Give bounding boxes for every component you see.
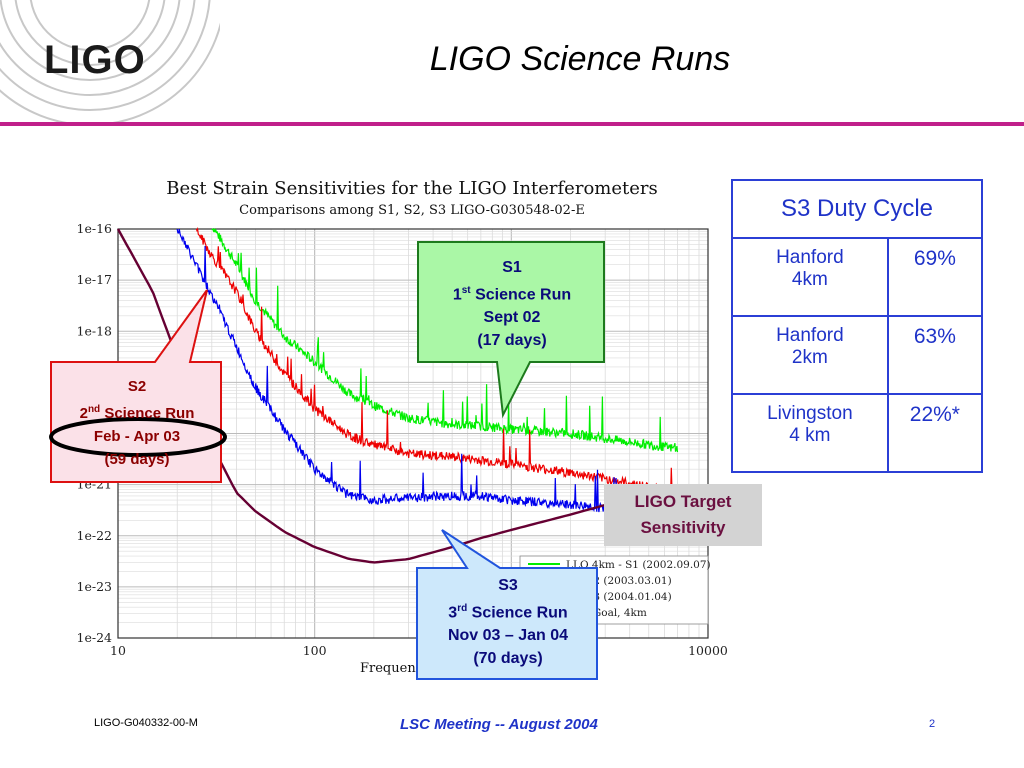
- s2-callout-text: S2 2nd Science Run Feb - Apr 03 (59 days…: [52, 375, 222, 471]
- duty-percent-cell: 69%: [886, 237, 984, 317]
- s1-run-label: S1: [502, 259, 522, 276]
- x-tick-label: 100: [303, 643, 327, 658]
- s1-run-duration: (17 days): [477, 332, 547, 350]
- site-cell: Hanford 2km: [731, 315, 889, 395]
- s2-run-duration: (59 days): [104, 451, 170, 468]
- y-tick-label: 1e-22: [77, 528, 112, 543]
- duty-percent-cell: 63%: [886, 315, 984, 395]
- duty-percent-cell: 22%*: [886, 393, 984, 473]
- legend-label: LLO 4km - S1 (2002.09.07): [566, 559, 711, 571]
- y-tick-label: 1e-18: [77, 323, 113, 338]
- y-tick-label: 1e-16: [77, 221, 113, 236]
- s3-run-duration: (70 days): [473, 650, 543, 668]
- chart-subtitle: Comparisons among S1, S2, S3 LIGO-G03054…: [239, 203, 585, 218]
- s3-callout-text: S3 3rd Science Run Nov 03 – Jan 04 (70 d…: [420, 574, 596, 670]
- x-tick-label: 10000: [688, 643, 728, 658]
- s1-run-name: 1st Science Run: [452, 285, 572, 304]
- footer-page-number: 2: [929, 718, 936, 730]
- target-label-line2: Sensitivity: [640, 518, 726, 537]
- x-axis-label: Frequency: [360, 661, 431, 676]
- title-divider: [0, 122, 1024, 126]
- table-row: Hanford 2km 63%: [731, 315, 984, 395]
- s3-run-label: S3: [498, 577, 518, 594]
- site-cell: Hanford 4km: [731, 237, 889, 317]
- table-row: Hanford 4km 69%: [731, 237, 984, 317]
- s2-highlight-ellipse: [49, 417, 227, 457]
- s3-callout-box: [416, 529, 598, 680]
- slide-title: LIGO Science Runs: [429, 40, 731, 78]
- logo-arcs-graphic: [0, 0, 220, 125]
- s2-callout-box: [50, 289, 222, 483]
- s3-run-name: 3rd Science Run: [448, 603, 568, 622]
- s1-callout-box: [417, 241, 605, 419]
- duty-table-title: S3 Duty Cycle: [731, 179, 983, 239]
- footer-doc-id: LIGO-G040332-00-M: [94, 717, 198, 729]
- y-tick-label: 1e-24: [77, 630, 113, 645]
- table-row: Livingston 4 km 22%*: [731, 393, 984, 473]
- target-sensitivity-label: LIGO Target Sensitivity: [604, 489, 762, 541]
- y-tick-label: 1e-23: [77, 579, 113, 594]
- target-sensitivity-label-box: [604, 484, 762, 546]
- chart-title: Best Strain Sensitivities for the LIGO I…: [166, 178, 657, 199]
- s2-run-name: 2nd Science Run: [79, 404, 195, 422]
- s1-callout-text: S1 1st Science Run Sept 02 (17 days): [420, 256, 604, 352]
- target-label-line1: LIGO Target: [634, 492, 732, 511]
- x-tick-label: 10: [110, 643, 126, 658]
- s2-run-dates: Feb - Apr 03: [93, 428, 181, 445]
- s3-run-dates: Nov 03 – Jan 04: [447, 627, 569, 645]
- y-tick-label: 1e-17: [77, 272, 113, 287]
- s2-run-label: S2: [127, 378, 147, 395]
- ligo-logo: LIGO: [44, 38, 146, 82]
- footer-meeting: LSC Meeting -- August 2004: [400, 716, 598, 733]
- duty-cycle-table: S3 Duty Cycle Hanford 4km 69% Hanford 2km …: [731, 179, 984, 473]
- site-cell: Livingston 4 km: [731, 393, 889, 473]
- series-line: [211, 227, 679, 453]
- s1-run-dates: Sept 02: [483, 309, 541, 327]
